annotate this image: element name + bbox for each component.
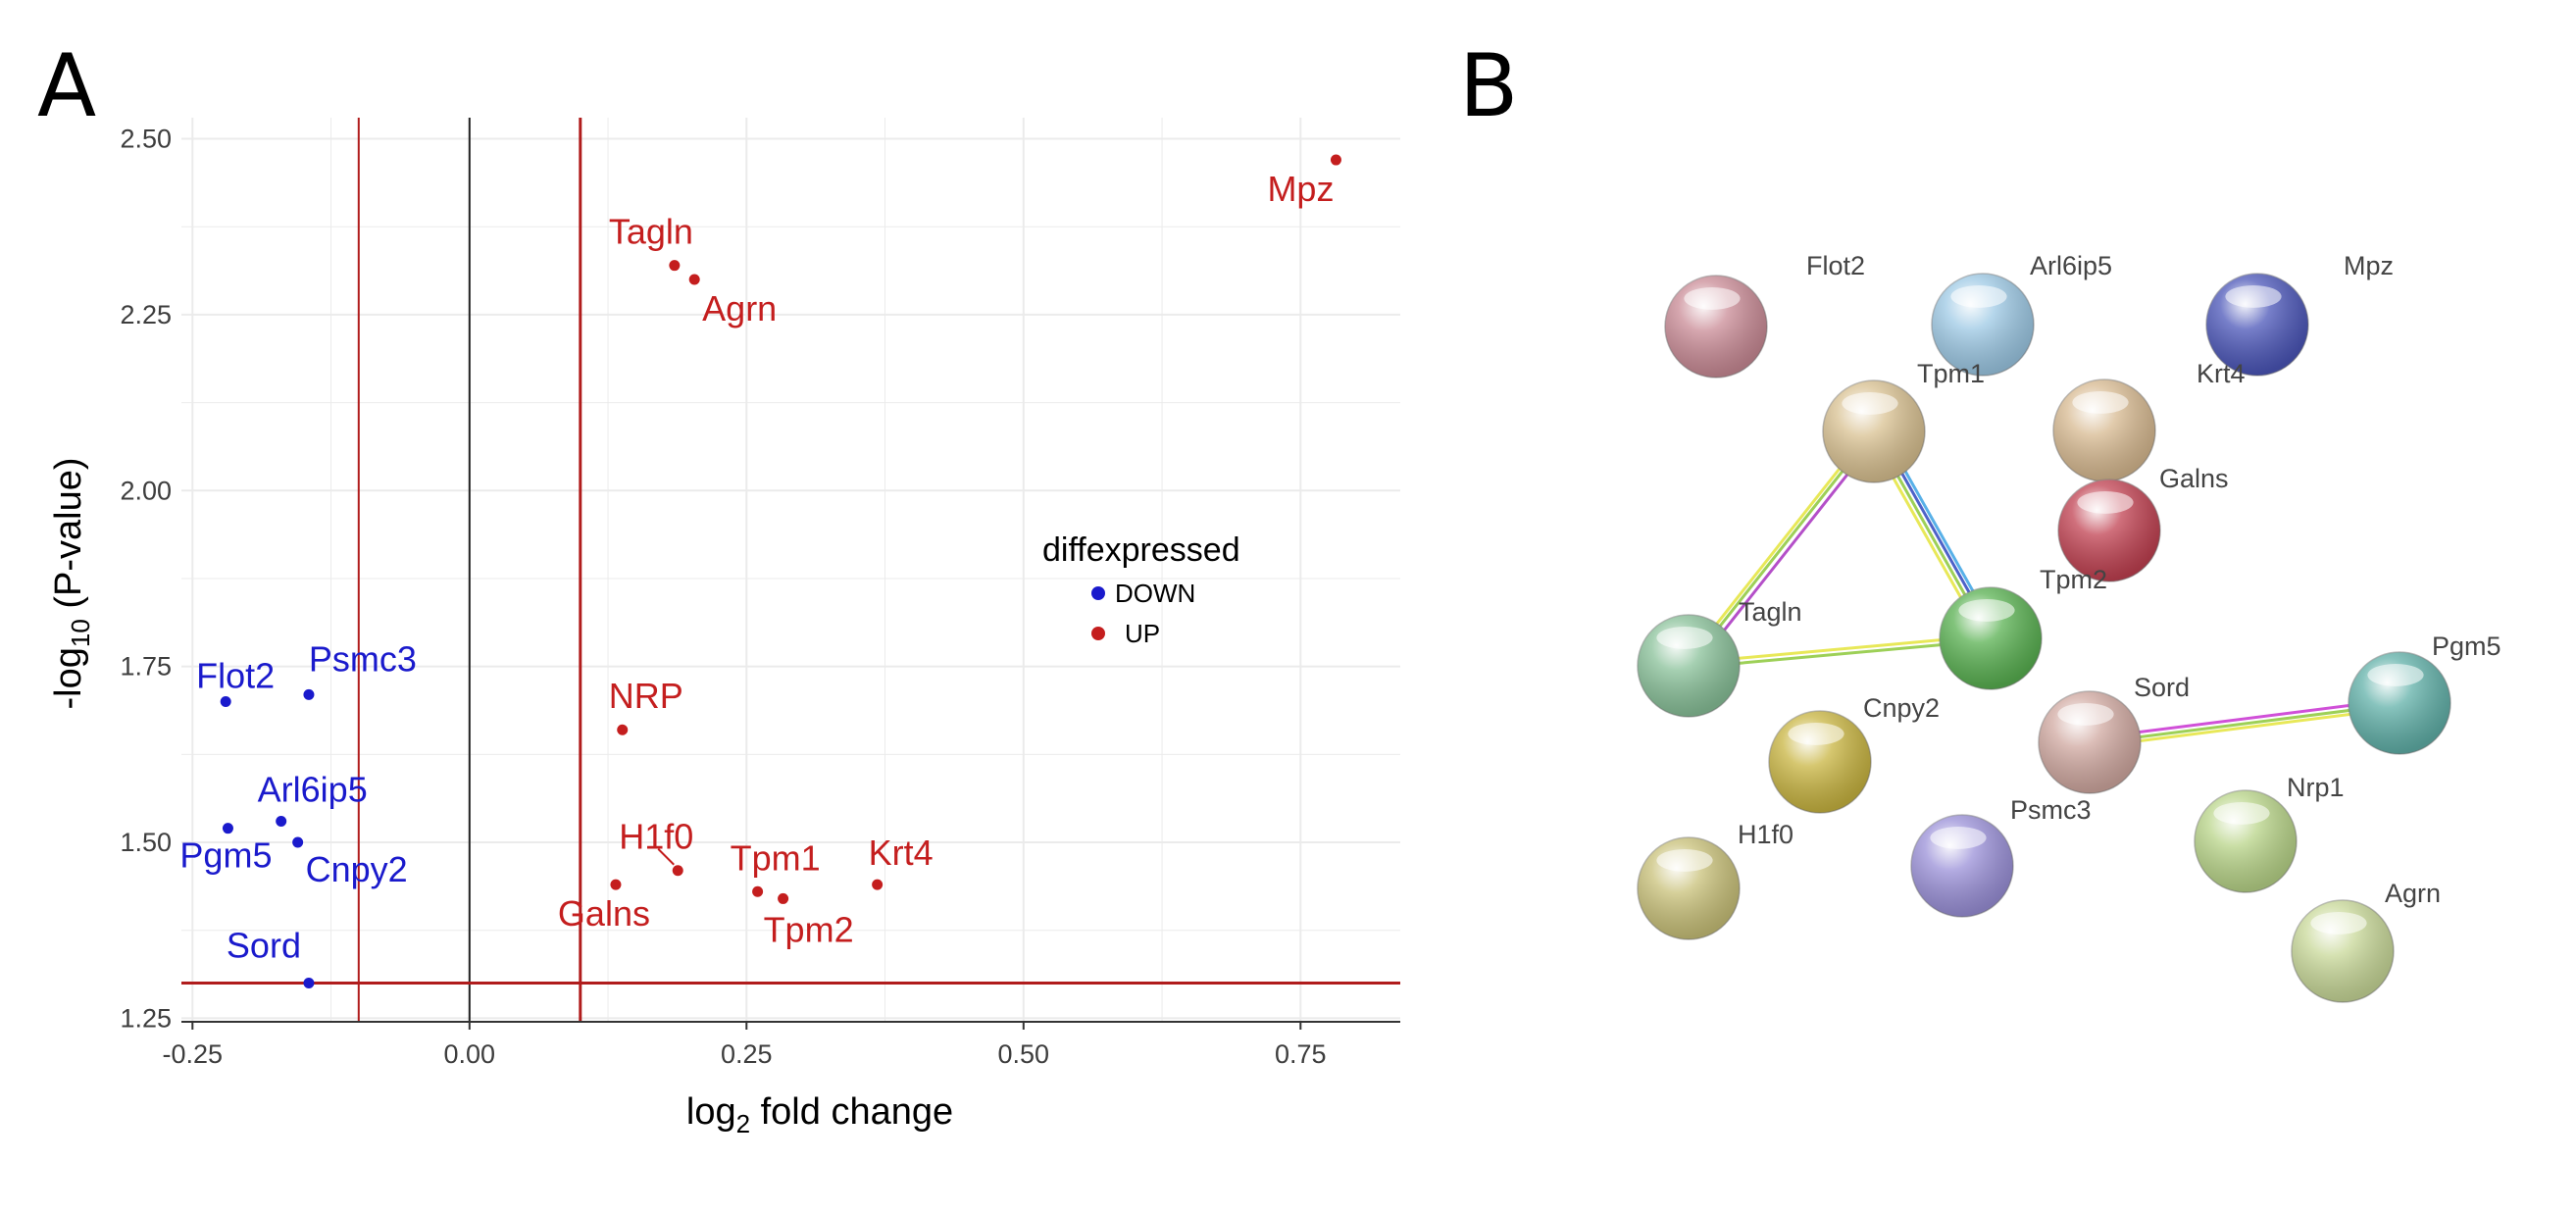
x-tick-label: -0.25: [163, 1039, 224, 1069]
label-leader-line: [657, 848, 675, 866]
point-Tagln: [669, 260, 681, 272]
network-nodes: Flot2 Arl6ip5 Mpz Tpm1 Krt4 Galns Tpm2 Tagln Cnp…: [1637, 251, 2501, 1003]
node-label-Mpz: Mpz: [2344, 251, 2394, 280]
node-label-Flot2: Flot2: [1806, 251, 1865, 280]
x-tick-label: 0.00: [444, 1039, 496, 1069]
legend: diffexpressed DOWN UP: [1042, 531, 1240, 648]
label-H1f0: H1f0: [619, 817, 693, 857]
point-Tpm1: [752, 885, 764, 897]
point-Tpm2: [778, 892, 789, 904]
label-NRP: NRP: [609, 676, 683, 716]
node-label-Cnpy2: Cnpy2: [1863, 693, 1940, 723]
label-Cnpy2: Cnpy2: [306, 849, 408, 889]
node-label-H1f0: H1f0: [1738, 820, 1793, 849]
node-Flot2: Flot2: [1664, 251, 1865, 379]
point-Agrn: [688, 274, 700, 285]
y-tick-label: 2.25: [120, 300, 172, 329]
node-label-Tagln: Tagln: [1739, 597, 1802, 627]
label-Tagln: Tagln: [609, 212, 693, 252]
label-Psmc3: Psmc3: [309, 638, 417, 679]
node-label-Tpm2: Tpm2: [2040, 565, 2107, 594]
node-Krt4: Krt4: [2052, 359, 2246, 482]
node-Agrn: Agrn: [2291, 879, 2441, 1003]
point-Psmc3: [303, 688, 315, 700]
node-Arl6ip5: Arl6ip5: [1931, 251, 2112, 377]
label-Agrn: Agrn: [702, 288, 777, 329]
y-tick-label: 1.50: [120, 828, 172, 857]
legend-down-label: DOWN: [1115, 579, 1195, 608]
point-Mpz: [1330, 154, 1341, 166]
point-H1f0: [672, 865, 683, 877]
node-Tpm2: Tpm2: [2040, 479, 2161, 594]
edge-Sord-Pgm5: [2089, 697, 2400, 749]
point-Pgm5: [222, 823, 233, 834]
y-tick-label: 1.75: [120, 652, 172, 682]
node-label-Pgm5: Pgm5: [2432, 632, 2501, 661]
label-Krt4: Krt4: [869, 833, 934, 873]
x-axis-label: log2 fold change: [686, 1091, 953, 1138]
protein-network: Flot2 Arl6ip5 Mpz Tpm1 Krt4 Galns Tpm2 Tagln Cnp…: [1637, 251, 2501, 1003]
node-label-Krt4: Krt4: [2197, 359, 2246, 388]
node-H1f0: H1f0: [1637, 820, 1793, 940]
grid: [181, 118, 1400, 1022]
point-Galns: [610, 879, 622, 890]
label-Sord: Sord: [227, 926, 301, 966]
node-label-Nrp1: Nrp1: [2287, 773, 2345, 802]
node-label-Arl6ip5: Arl6ip5: [2030, 251, 2112, 280]
point-Krt4: [872, 879, 884, 890]
reference-lines: [181, 118, 1400, 1022]
y-tick-label: 2.00: [120, 476, 172, 505]
data-points: [220, 154, 1341, 989]
node-center-node: [1939, 586, 2043, 690]
node-label-Galns: Galns: [2159, 464, 2229, 493]
label-Galns: Galns: [558, 893, 650, 934]
node-Tagln: Tagln: [1637, 597, 1802, 718]
node-Pgm5: Pgm5: [2348, 632, 2501, 755]
node-label-Tpm1: Tpm1: [1917, 359, 1985, 388]
y-tick-label: 1.25: [120, 1003, 172, 1033]
point-Sord: [303, 978, 315, 989]
x-tick-label: 0.25: [721, 1039, 773, 1069]
node-Galns: Galns: [2159, 464, 2229, 493]
label-Pgm5: Pgm5: [179, 835, 272, 876]
legend-title: diffexpressed: [1042, 531, 1240, 569]
axes: -0.25 0.00 0.25 0.50 0.75 1.25 1.50 1.75 2.00 2.2…: [120, 125, 1400, 1069]
node-label-Psmc3: Psmc3: [2010, 795, 2092, 825]
point-Flot2: [220, 696, 231, 708]
legend-down-swatch: [1091, 586, 1105, 600]
node-Psmc3: Psmc3: [1910, 795, 2092, 918]
label-Arl6ip5: Arl6ip5: [258, 770, 368, 810]
volcano-plot: -0.25 0.00 0.25 0.50 0.75 1.25 1.50 1.75 2.00 2.2…: [48, 118, 1400, 1138]
point-Cnpy2: [292, 836, 304, 848]
x-tick-label: 0.75: [1275, 1039, 1327, 1069]
label-Mpz: Mpz: [1267, 169, 1334, 209]
panel-a-letter: A: [37, 35, 96, 136]
x-tick-label: 0.50: [998, 1039, 1050, 1069]
label-Tpm2: Tpm2: [764, 909, 854, 949]
node-Tpm1: Tpm1: [1822, 359, 1985, 483]
node-Mpz: Mpz: [2205, 251, 2394, 377]
label-Flot2: Flot2: [196, 656, 275, 696]
node-Cnpy2: Cnpy2: [1768, 693, 1940, 814]
y-axis-label: -log10 (P-value): [48, 457, 95, 709]
legend-up-swatch: [1091, 627, 1105, 640]
node-label-Sord: Sord: [2134, 673, 2190, 702]
y-tick-label: 2.50: [120, 125, 172, 154]
point-NRP: [617, 724, 629, 735]
node-Nrp1: Nrp1: [2194, 773, 2345, 893]
node-Sord: Sord: [2038, 673, 2190, 794]
node-label-Agrn: Agrn: [2385, 879, 2441, 908]
panel-b-letter: B: [1459, 35, 1518, 136]
label-Tpm1: Tpm1: [731, 837, 821, 878]
point-Arl6ip5: [276, 816, 287, 828]
legend-up-label: UP: [1125, 619, 1160, 648]
